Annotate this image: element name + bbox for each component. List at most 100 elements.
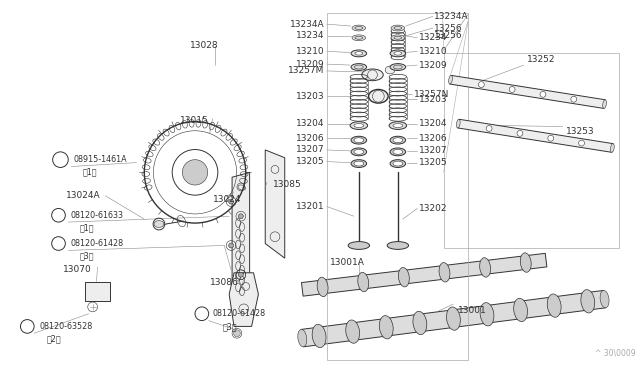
Ellipse shape bbox=[355, 52, 363, 55]
Circle shape bbox=[182, 160, 208, 185]
Text: W: W bbox=[58, 157, 65, 162]
Ellipse shape bbox=[391, 35, 404, 41]
Text: 13206: 13206 bbox=[419, 134, 448, 143]
Ellipse shape bbox=[393, 150, 403, 154]
Ellipse shape bbox=[581, 290, 595, 313]
Ellipse shape bbox=[385, 66, 395, 74]
Ellipse shape bbox=[399, 267, 410, 287]
Circle shape bbox=[239, 272, 243, 277]
Text: 13210: 13210 bbox=[296, 47, 324, 56]
Text: 08120-61428: 08120-61428 bbox=[212, 309, 266, 318]
Text: 13205: 13205 bbox=[419, 158, 448, 167]
Text: 08120-61428: 08120-61428 bbox=[70, 239, 124, 248]
Ellipse shape bbox=[352, 35, 365, 41]
Ellipse shape bbox=[394, 52, 402, 55]
Ellipse shape bbox=[479, 258, 491, 277]
Ellipse shape bbox=[154, 221, 164, 227]
Bar bbox=[444, 54, 619, 248]
Text: 08120-63528: 08120-63528 bbox=[39, 322, 92, 331]
Text: 13001: 13001 bbox=[458, 306, 487, 315]
Ellipse shape bbox=[390, 148, 406, 156]
Circle shape bbox=[509, 87, 515, 92]
Ellipse shape bbox=[351, 148, 367, 156]
Text: 13209: 13209 bbox=[296, 60, 324, 68]
Text: 13203: 13203 bbox=[419, 95, 448, 104]
Ellipse shape bbox=[547, 294, 561, 317]
Ellipse shape bbox=[600, 291, 609, 308]
Ellipse shape bbox=[380, 316, 393, 339]
Circle shape bbox=[52, 237, 65, 250]
Text: 13204: 13204 bbox=[419, 119, 448, 128]
Ellipse shape bbox=[390, 136, 406, 144]
Ellipse shape bbox=[312, 324, 326, 347]
Ellipse shape bbox=[514, 298, 527, 321]
Ellipse shape bbox=[611, 144, 614, 152]
Circle shape bbox=[52, 208, 65, 222]
Bar bbox=[85, 282, 110, 301]
Ellipse shape bbox=[351, 50, 367, 57]
Text: 13234: 13234 bbox=[419, 33, 448, 42]
Polygon shape bbox=[229, 273, 259, 326]
Text: 13203: 13203 bbox=[296, 92, 324, 101]
Ellipse shape bbox=[387, 241, 408, 249]
Text: B: B bbox=[25, 324, 29, 329]
Text: 13210: 13210 bbox=[419, 47, 448, 56]
Text: 13204: 13204 bbox=[296, 119, 324, 128]
Ellipse shape bbox=[393, 124, 403, 128]
Ellipse shape bbox=[393, 161, 403, 166]
Text: 08120-61633: 08120-61633 bbox=[70, 211, 124, 220]
Ellipse shape bbox=[317, 277, 328, 296]
Text: 13085: 13085 bbox=[273, 180, 302, 189]
Polygon shape bbox=[301, 253, 547, 296]
Text: （3）: （3） bbox=[80, 252, 95, 261]
Text: 13086: 13086 bbox=[210, 278, 239, 287]
Polygon shape bbox=[265, 150, 285, 258]
Ellipse shape bbox=[393, 138, 403, 142]
Ellipse shape bbox=[480, 303, 494, 326]
Ellipse shape bbox=[358, 272, 369, 292]
Polygon shape bbox=[232, 172, 250, 294]
Circle shape bbox=[517, 131, 523, 136]
Ellipse shape bbox=[603, 100, 607, 108]
Ellipse shape bbox=[390, 160, 406, 167]
Polygon shape bbox=[458, 119, 613, 152]
Bar bbox=[326, 13, 468, 360]
Circle shape bbox=[239, 214, 243, 219]
Circle shape bbox=[579, 140, 584, 146]
Ellipse shape bbox=[298, 329, 307, 347]
Text: 13201: 13201 bbox=[296, 202, 324, 211]
Text: 、1）: 、1） bbox=[83, 168, 97, 177]
Text: 13024A: 13024A bbox=[67, 191, 101, 200]
Text: B: B bbox=[56, 213, 61, 218]
Text: ^ 30\0009: ^ 30\0009 bbox=[595, 348, 636, 357]
Text: 13256: 13256 bbox=[434, 23, 463, 32]
Ellipse shape bbox=[351, 160, 367, 167]
Ellipse shape bbox=[354, 150, 364, 154]
Text: 13070: 13070 bbox=[63, 265, 92, 275]
Text: 13024: 13024 bbox=[212, 195, 241, 204]
Ellipse shape bbox=[362, 69, 383, 81]
Circle shape bbox=[571, 96, 577, 102]
Text: 13207: 13207 bbox=[419, 147, 448, 155]
Circle shape bbox=[195, 307, 209, 321]
Text: 13206: 13206 bbox=[296, 134, 324, 143]
Circle shape bbox=[20, 320, 34, 333]
Circle shape bbox=[478, 82, 484, 87]
Text: 08915-1461A: 08915-1461A bbox=[73, 155, 127, 164]
Ellipse shape bbox=[354, 124, 364, 128]
Text: 13256: 13256 bbox=[434, 31, 463, 40]
Text: 13207: 13207 bbox=[296, 145, 324, 154]
Text: 13234: 13234 bbox=[296, 31, 324, 40]
Ellipse shape bbox=[413, 311, 427, 334]
Ellipse shape bbox=[348, 241, 369, 249]
Ellipse shape bbox=[449, 76, 452, 84]
Text: 13257M: 13257M bbox=[289, 67, 324, 76]
Text: 13028: 13028 bbox=[190, 41, 219, 50]
Circle shape bbox=[228, 199, 234, 204]
Text: （1）: （1） bbox=[80, 224, 95, 232]
Text: 13001A: 13001A bbox=[330, 257, 364, 267]
Ellipse shape bbox=[439, 263, 450, 282]
Ellipse shape bbox=[354, 161, 364, 166]
Text: （2）: （2） bbox=[47, 334, 61, 344]
Polygon shape bbox=[450, 76, 605, 108]
